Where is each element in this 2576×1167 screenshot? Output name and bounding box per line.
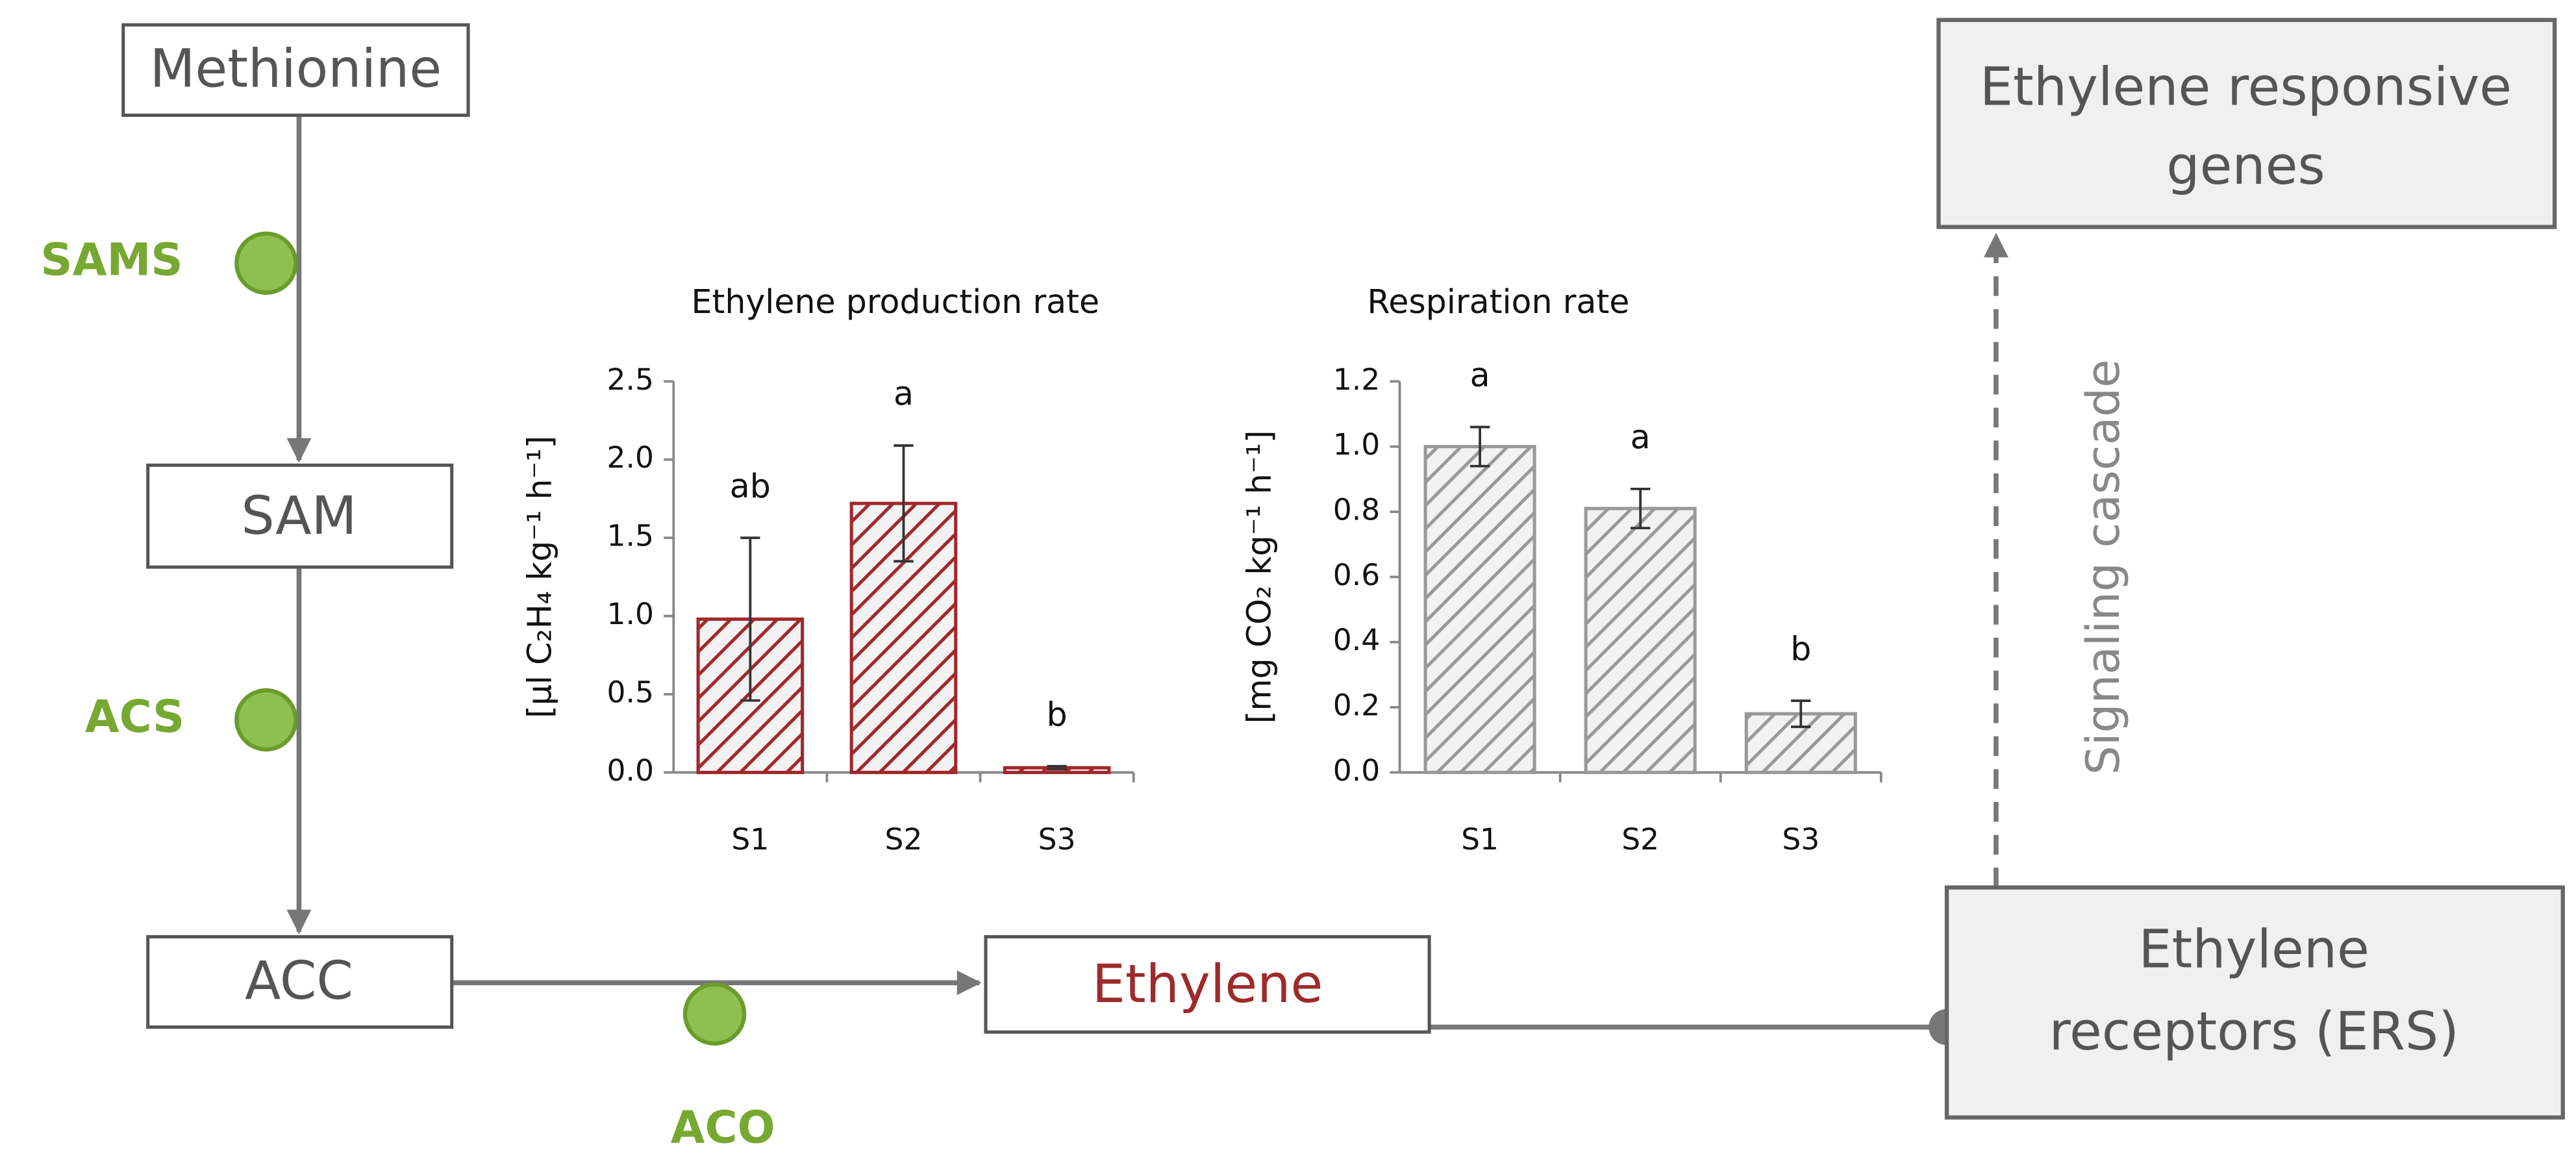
y-tick-label: 1.0 <box>1333 427 1380 462</box>
node-label: Ethylene <box>1092 954 1323 1015</box>
error-bar <box>740 536 760 702</box>
chart-title: Ethylene production rate <box>692 282 1100 321</box>
node-box <box>984 935 1431 1034</box>
bar <box>1584 507 1697 774</box>
enzyme-dot <box>682 982 747 1046</box>
node-label: Methionine <box>150 39 442 100</box>
node-box <box>121 23 470 117</box>
y-tick-label: 1.0 <box>607 597 654 631</box>
enzyme-label: ACO <box>671 1103 775 1154</box>
x-tick-label: S3 <box>1038 822 1076 857</box>
enzyme-dot <box>234 231 298 295</box>
node-label: receptors (ERS) <box>2049 1001 2458 1062</box>
node-box <box>1944 885 2565 1120</box>
y-axis-label: [mg CO₂ kg⁻¹ h⁻¹] <box>1240 430 1279 723</box>
enzyme-dot <box>234 688 298 752</box>
y-tick-label: 0.0 <box>1333 753 1380 788</box>
annotation: a <box>1470 356 1490 394</box>
y-tick-label: 0.2 <box>1333 688 1380 723</box>
error-bar <box>1469 425 1490 468</box>
node-label: genes <box>2166 136 2325 197</box>
x-tick-label: S1 <box>1461 822 1499 857</box>
node-box <box>1936 18 2557 229</box>
enzyme-label: SAMS <box>40 235 182 286</box>
node-box <box>146 463 454 569</box>
enzyme-label: ACS <box>85 692 184 743</box>
y-tick-label: 0.5 <box>607 675 654 710</box>
y-axis-label: [µl C₂H₄ kg⁻¹ h⁻¹] <box>520 436 558 718</box>
node-box <box>146 935 454 1029</box>
bar <box>1423 445 1536 774</box>
error-bar <box>1791 699 1811 729</box>
node-label: ACC <box>245 951 353 1012</box>
y-tick-label: 0.0 <box>607 753 654 788</box>
error-bar <box>894 444 914 563</box>
y-tick-label: 2.0 <box>607 440 654 475</box>
chart-title: Respiration rate <box>1367 282 1629 321</box>
annotation: b <box>1047 695 1068 733</box>
y-tick-label: 1.2 <box>1333 362 1380 397</box>
edge-label: Signaling cascade <box>2076 359 2130 775</box>
annotation: ab <box>730 467 771 505</box>
x-tick-label: S3 <box>1782 822 1819 857</box>
y-tick-label: 0.4 <box>1333 623 1380 657</box>
annotation: b <box>1790 630 1811 668</box>
y-tick-label: 1.5 <box>607 519 654 553</box>
node-label: Ethylene <box>2138 920 2369 981</box>
annotation: a <box>1631 418 1651 457</box>
error-bar <box>1630 488 1651 530</box>
y-tick-label: 0.8 <box>1333 493 1380 527</box>
node-label: Ethylene responsive <box>1980 56 2512 118</box>
x-tick-label: S2 <box>885 822 923 857</box>
y-tick-label: 0.6 <box>1333 558 1380 592</box>
annotation: a <box>894 375 914 413</box>
error-bar <box>1047 764 1067 771</box>
x-tick-label: S1 <box>731 822 769 857</box>
x-tick-label: S2 <box>1621 822 1659 857</box>
y-tick-label: 2.5 <box>607 362 654 397</box>
node-label: SAM <box>241 486 356 547</box>
